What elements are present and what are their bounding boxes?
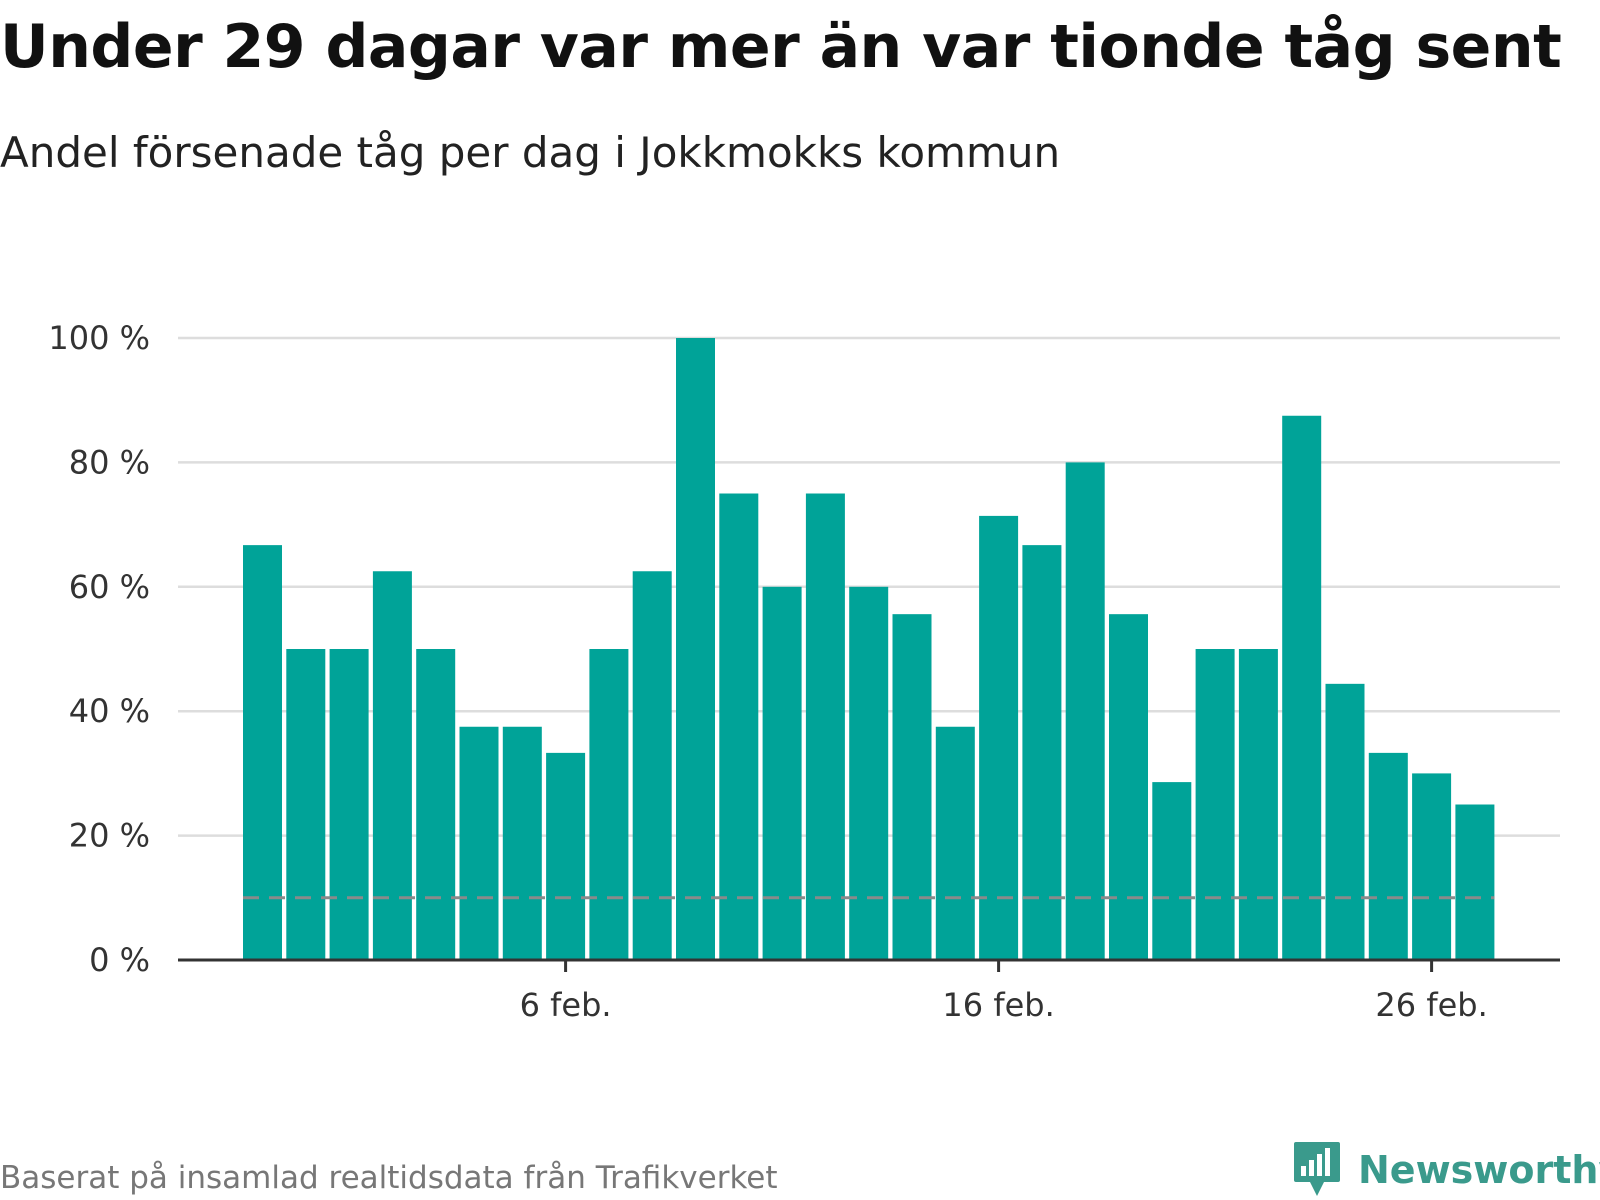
speech-bubble-bar-chart-icon — [1294, 1142, 1340, 1196]
bar — [546, 752, 586, 960]
y-tick-label: 0 % — [89, 941, 150, 979]
y-tick-label: 100 % — [48, 319, 150, 357]
chart-title: Under 29 dagar var mer än var tionde tåg… — [0, 12, 1562, 82]
bar — [243, 545, 282, 960]
y-tick-label: 80 % — [69, 443, 150, 481]
bar — [762, 586, 802, 960]
bar — [416, 649, 456, 960]
y-tick-label: 40 % — [69, 692, 150, 730]
bar — [1325, 683, 1365, 960]
bar-chart: 0 % 20 % 40 % 60 % 80 % 100 % 6 feb. 16 feb. 26… — [48, 319, 1560, 1024]
x-tick-label: 6 feb. — [520, 986, 612, 1024]
brand-name: Newsworthy — [1358, 1148, 1600, 1192]
x-axis — [178, 958, 1560, 972]
y-axis-labels: 0 % 20 % 40 % 60 % 80 % 100 % — [48, 319, 150, 979]
bar — [1109, 614, 1148, 960]
x-tick-label: 26 feb. — [1375, 986, 1487, 1024]
bar — [502, 726, 542, 960]
bar — [286, 649, 326, 960]
bars — [243, 338, 1495, 960]
x-tick-label: 16 feb. — [942, 986, 1054, 1024]
bar — [719, 493, 759, 960]
bar — [632, 571, 672, 960]
bar — [979, 515, 1019, 960]
bar — [459, 726, 499, 960]
bar — [1412, 773, 1452, 960]
bar — [1065, 462, 1105, 960]
bar — [1368, 752, 1408, 960]
bar — [1282, 415, 1322, 960]
bar — [892, 614, 932, 960]
y-tick-label: 60 % — [69, 568, 150, 606]
bar — [1195, 649, 1235, 960]
bar — [1152, 782, 1192, 960]
source-note: Baserat på insamlad realtidsdata från Tr… — [0, 1160, 778, 1196]
bar — [805, 493, 845, 960]
x-axis-labels: 6 feb. 16 feb. 26 feb. — [520, 986, 1488, 1024]
brand: Newsworthy — [1292, 1140, 1600, 1200]
bar — [849, 586, 889, 960]
bar — [1455, 804, 1495, 960]
y-tick-label: 20 % — [69, 817, 150, 855]
bar — [1022, 545, 1062, 960]
chart-subtitle: Andel försenade tåg per dag i Jokkmokks … — [0, 128, 1061, 177]
bar — [329, 649, 369, 960]
bar — [935, 726, 975, 960]
bar — [372, 571, 412, 960]
bar — [589, 649, 629, 960]
bar — [676, 338, 715, 960]
bar — [1238, 649, 1278, 960]
